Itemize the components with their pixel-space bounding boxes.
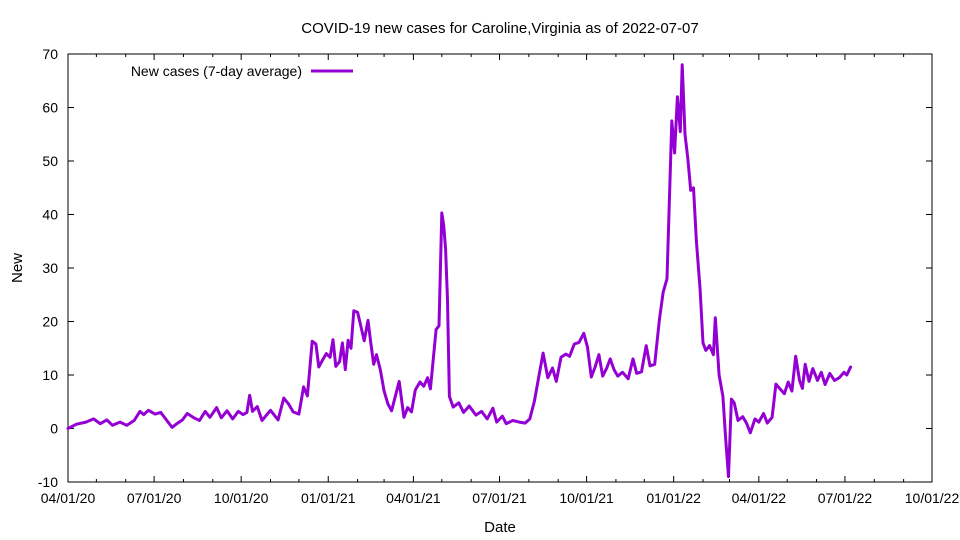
x-tick-label: 04/01/20: [41, 490, 96, 506]
x-tick-label: 01/01/21: [301, 490, 356, 506]
x-axis-ticks: 04/01/20 07/01/20 10/01/20 01/01/21 04/01/21…: [41, 54, 960, 506]
y-tick-label: 0: [50, 421, 58, 437]
series-line-new-cases: [66, 63, 853, 479]
x-tick-label: 10/01/22: [905, 490, 960, 506]
chart-title: COVID-19 new cases for Caroline,Virginia…: [301, 20, 698, 37]
legend: New cases (7-day average): [131, 63, 353, 79]
y-tick-label: 60: [42, 100, 58, 116]
legend-label: New cases (7-day average): [131, 63, 302, 79]
x-tick-label: 10/01/20: [214, 490, 269, 506]
y-axis-label: New: [9, 253, 26, 283]
y-tick-label: 70: [42, 46, 58, 62]
x-tick-label: 04/01/22: [732, 490, 787, 506]
x-tick-label: 04/01/21: [386, 490, 441, 506]
x-tick-label: 01/01/22: [646, 490, 701, 506]
x-axis-label: Date: [484, 519, 516, 536]
x-tick-label: 10/01/21: [559, 490, 614, 506]
y-axis-ticks: -10 0 10 20 30 40 50 60 70: [38, 46, 932, 490]
x-tick-label: 07/01/22: [818, 490, 873, 506]
y-tick-label: 40: [42, 207, 58, 223]
y-tick-label: 20: [42, 314, 58, 330]
y-tick-label: 30: [42, 260, 58, 276]
x-tick-label: 07/01/21: [472, 490, 527, 506]
y-tick-label: 10: [42, 367, 58, 383]
x-tick-label: 07/01/20: [127, 490, 182, 506]
y-tick-label: 50: [42, 153, 58, 169]
y-tick-label: -10: [38, 474, 58, 490]
